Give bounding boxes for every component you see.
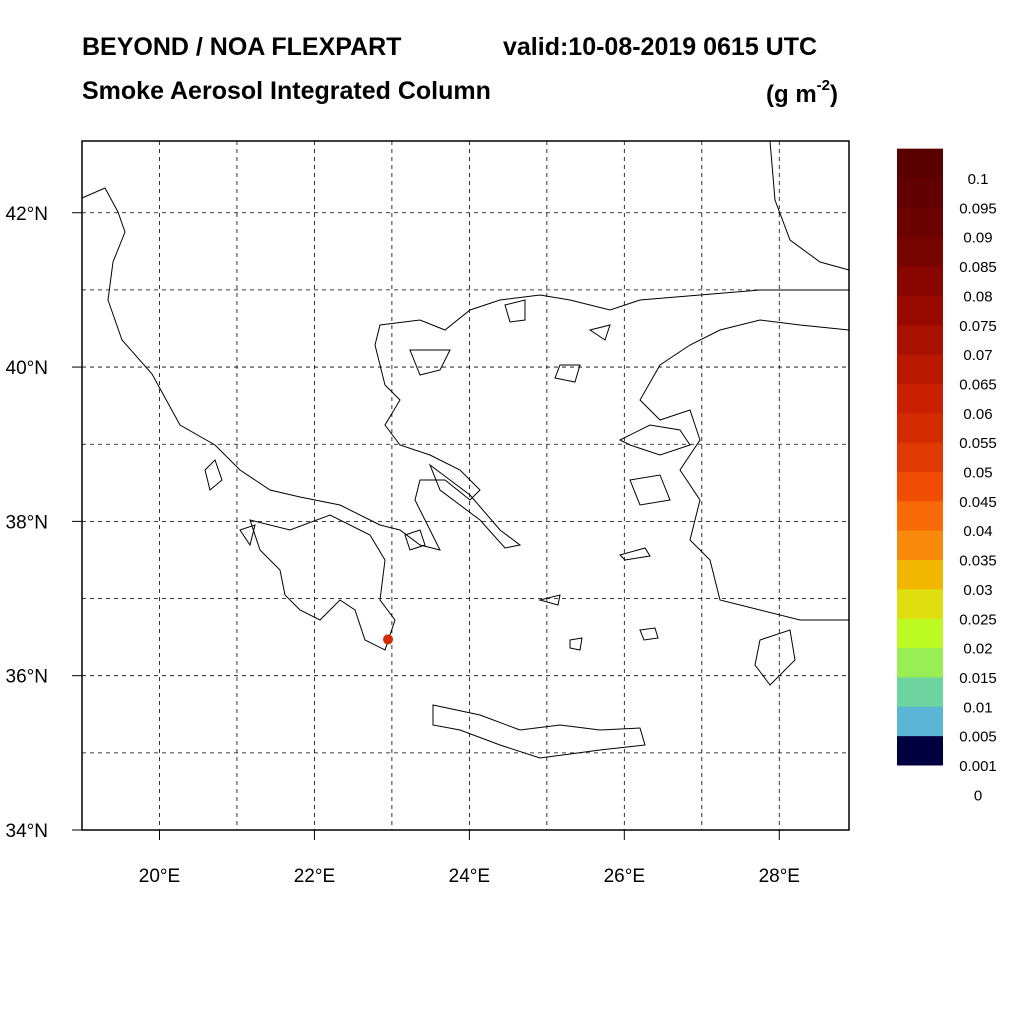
- x-tick-label: 26°E: [604, 866, 645, 887]
- colorbar-label: 0.001: [959, 758, 997, 775]
- colorbar-box: [897, 618, 943, 649]
- colorbar-label: 0.02: [963, 641, 992, 658]
- colorbar-label: 0.01: [963, 699, 992, 716]
- colorbar-box: [897, 530, 943, 561]
- y-tick-label: 34°N: [6, 821, 48, 842]
- y-tick-label: 36°N: [6, 667, 48, 688]
- colorbar-box: [897, 735, 943, 766]
- colorbar-box: [897, 354, 943, 384]
- colorbar: 0 0.001 0.005 0.01 0.015 0.02 0.025 0.03 0.035 0.…: [897, 148, 997, 804]
- colorbar-box: [897, 676, 943, 707]
- smoke-plume: [383, 634, 394, 645]
- colorbar-label: 0.075: [959, 318, 997, 335]
- colorbar-box: [897, 178, 943, 208]
- y-tick-label: 38°N: [6, 512, 48, 533]
- colorbar-label: 0.09: [963, 230, 992, 247]
- colorbar-box: [897, 559, 943, 590]
- axes: 20°E 22°E 24°E 26°E 28°E 34°N 36°N 38°N 40°N 42°N: [6, 204, 800, 887]
- colorbar-box: [897, 588, 943, 619]
- colorbar-box: [897, 706, 943, 737]
- colorbar-box: [897, 266, 943, 296]
- y-tick-label: 42°N: [6, 204, 48, 225]
- grid: [82, 141, 849, 830]
- colorbar-label: 0.085: [959, 259, 997, 276]
- x-tick-label: 20°E: [139, 866, 180, 887]
- valid-time: valid:10-08-2019 0615 UTC: [503, 33, 817, 61]
- colorbar-label: 0: [974, 787, 982, 804]
- y-tick-label: 40°N: [6, 358, 48, 379]
- colorbar-box: [897, 295, 943, 326]
- colorbar-label: 0.055: [959, 435, 997, 452]
- colorbar-box: [897, 471, 943, 502]
- x-tick-label: 22°E: [294, 866, 335, 887]
- colorbar-label: 0.025: [959, 611, 997, 628]
- units-exponent: -2: [817, 77, 830, 94]
- colorbar-label: 0.015: [959, 670, 997, 687]
- x-tick-label: 24°E: [449, 866, 490, 887]
- colorbar-box: [897, 500, 943, 531]
- colorbar-label: 0.065: [959, 376, 997, 393]
- colorbar-box: [897, 207, 943, 238]
- colorbar-label: 0.095: [959, 200, 997, 217]
- colorbar-label: 0.005: [959, 729, 997, 746]
- colorbar-label: 0.07: [963, 347, 992, 364]
- colorbar-box: [897, 324, 943, 355]
- colorbar-label: 0.045: [959, 494, 997, 511]
- colorbar-label: 0.1: [968, 171, 989, 188]
- colorbar-box: [897, 148, 943, 179]
- colorbar-box: [897, 236, 943, 267]
- title: BEYOND / NOA FLEXPART: [82, 33, 401, 61]
- map-frame: [81, 140, 850, 831]
- units-base: (g m: [766, 81, 817, 108]
- coastlines: [81, 140, 850, 759]
- colorbar-label: 0.08: [963, 288, 992, 305]
- colorbar-label: 0.04: [963, 523, 992, 540]
- colorbar-box: [897, 647, 943, 678]
- subtitle: Smoke Aerosol Integrated Column: [82, 77, 491, 105]
- colorbar-label: 0.035: [959, 553, 997, 570]
- colorbar-label: 0.03: [963, 582, 992, 599]
- x-tick-label: 28°E: [759, 866, 800, 887]
- colorbar-box: [897, 442, 943, 472]
- colorbar-label: 0.06: [963, 406, 992, 423]
- units-close: ): [830, 81, 838, 108]
- colorbar-label: 0.05: [963, 465, 992, 482]
- colorbar-box: [897, 383, 943, 414]
- units: (g m-2): [766, 77, 838, 108]
- colorbar-box: [897, 412, 943, 443]
